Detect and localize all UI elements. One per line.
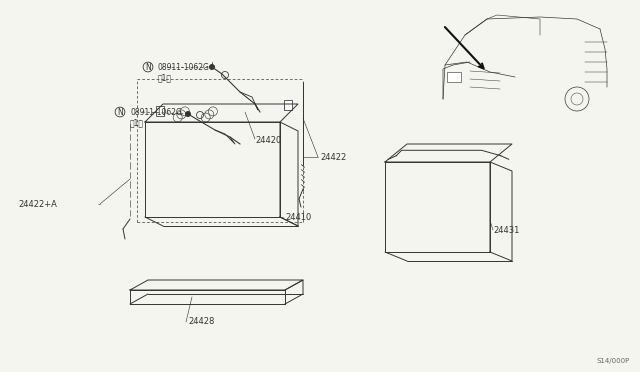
- Bar: [285, 100, 292, 110]
- Circle shape: [185, 111, 191, 117]
- Text: 、1、: 、1、: [158, 74, 172, 83]
- Text: 24410: 24410: [285, 212, 311, 221]
- Text: 、1、: 、1、: [130, 119, 144, 128]
- Text: S14/000P: S14/000P: [596, 358, 630, 364]
- Text: 24420: 24420: [255, 135, 281, 144]
- Bar: [156, 106, 164, 116]
- Text: 24422+A: 24422+A: [18, 199, 57, 208]
- Text: 24428: 24428: [188, 317, 214, 327]
- Text: N: N: [145, 62, 151, 71]
- Circle shape: [209, 64, 215, 70]
- Text: 24422: 24422: [320, 153, 346, 161]
- Text: 08911-1062G: 08911-1062G: [158, 62, 210, 71]
- Text: 24431: 24431: [493, 225, 520, 234]
- Bar: [447, 72, 461, 82]
- Text: 08911-1062G: 08911-1062G: [130, 108, 182, 116]
- Text: N: N: [117, 108, 123, 116]
